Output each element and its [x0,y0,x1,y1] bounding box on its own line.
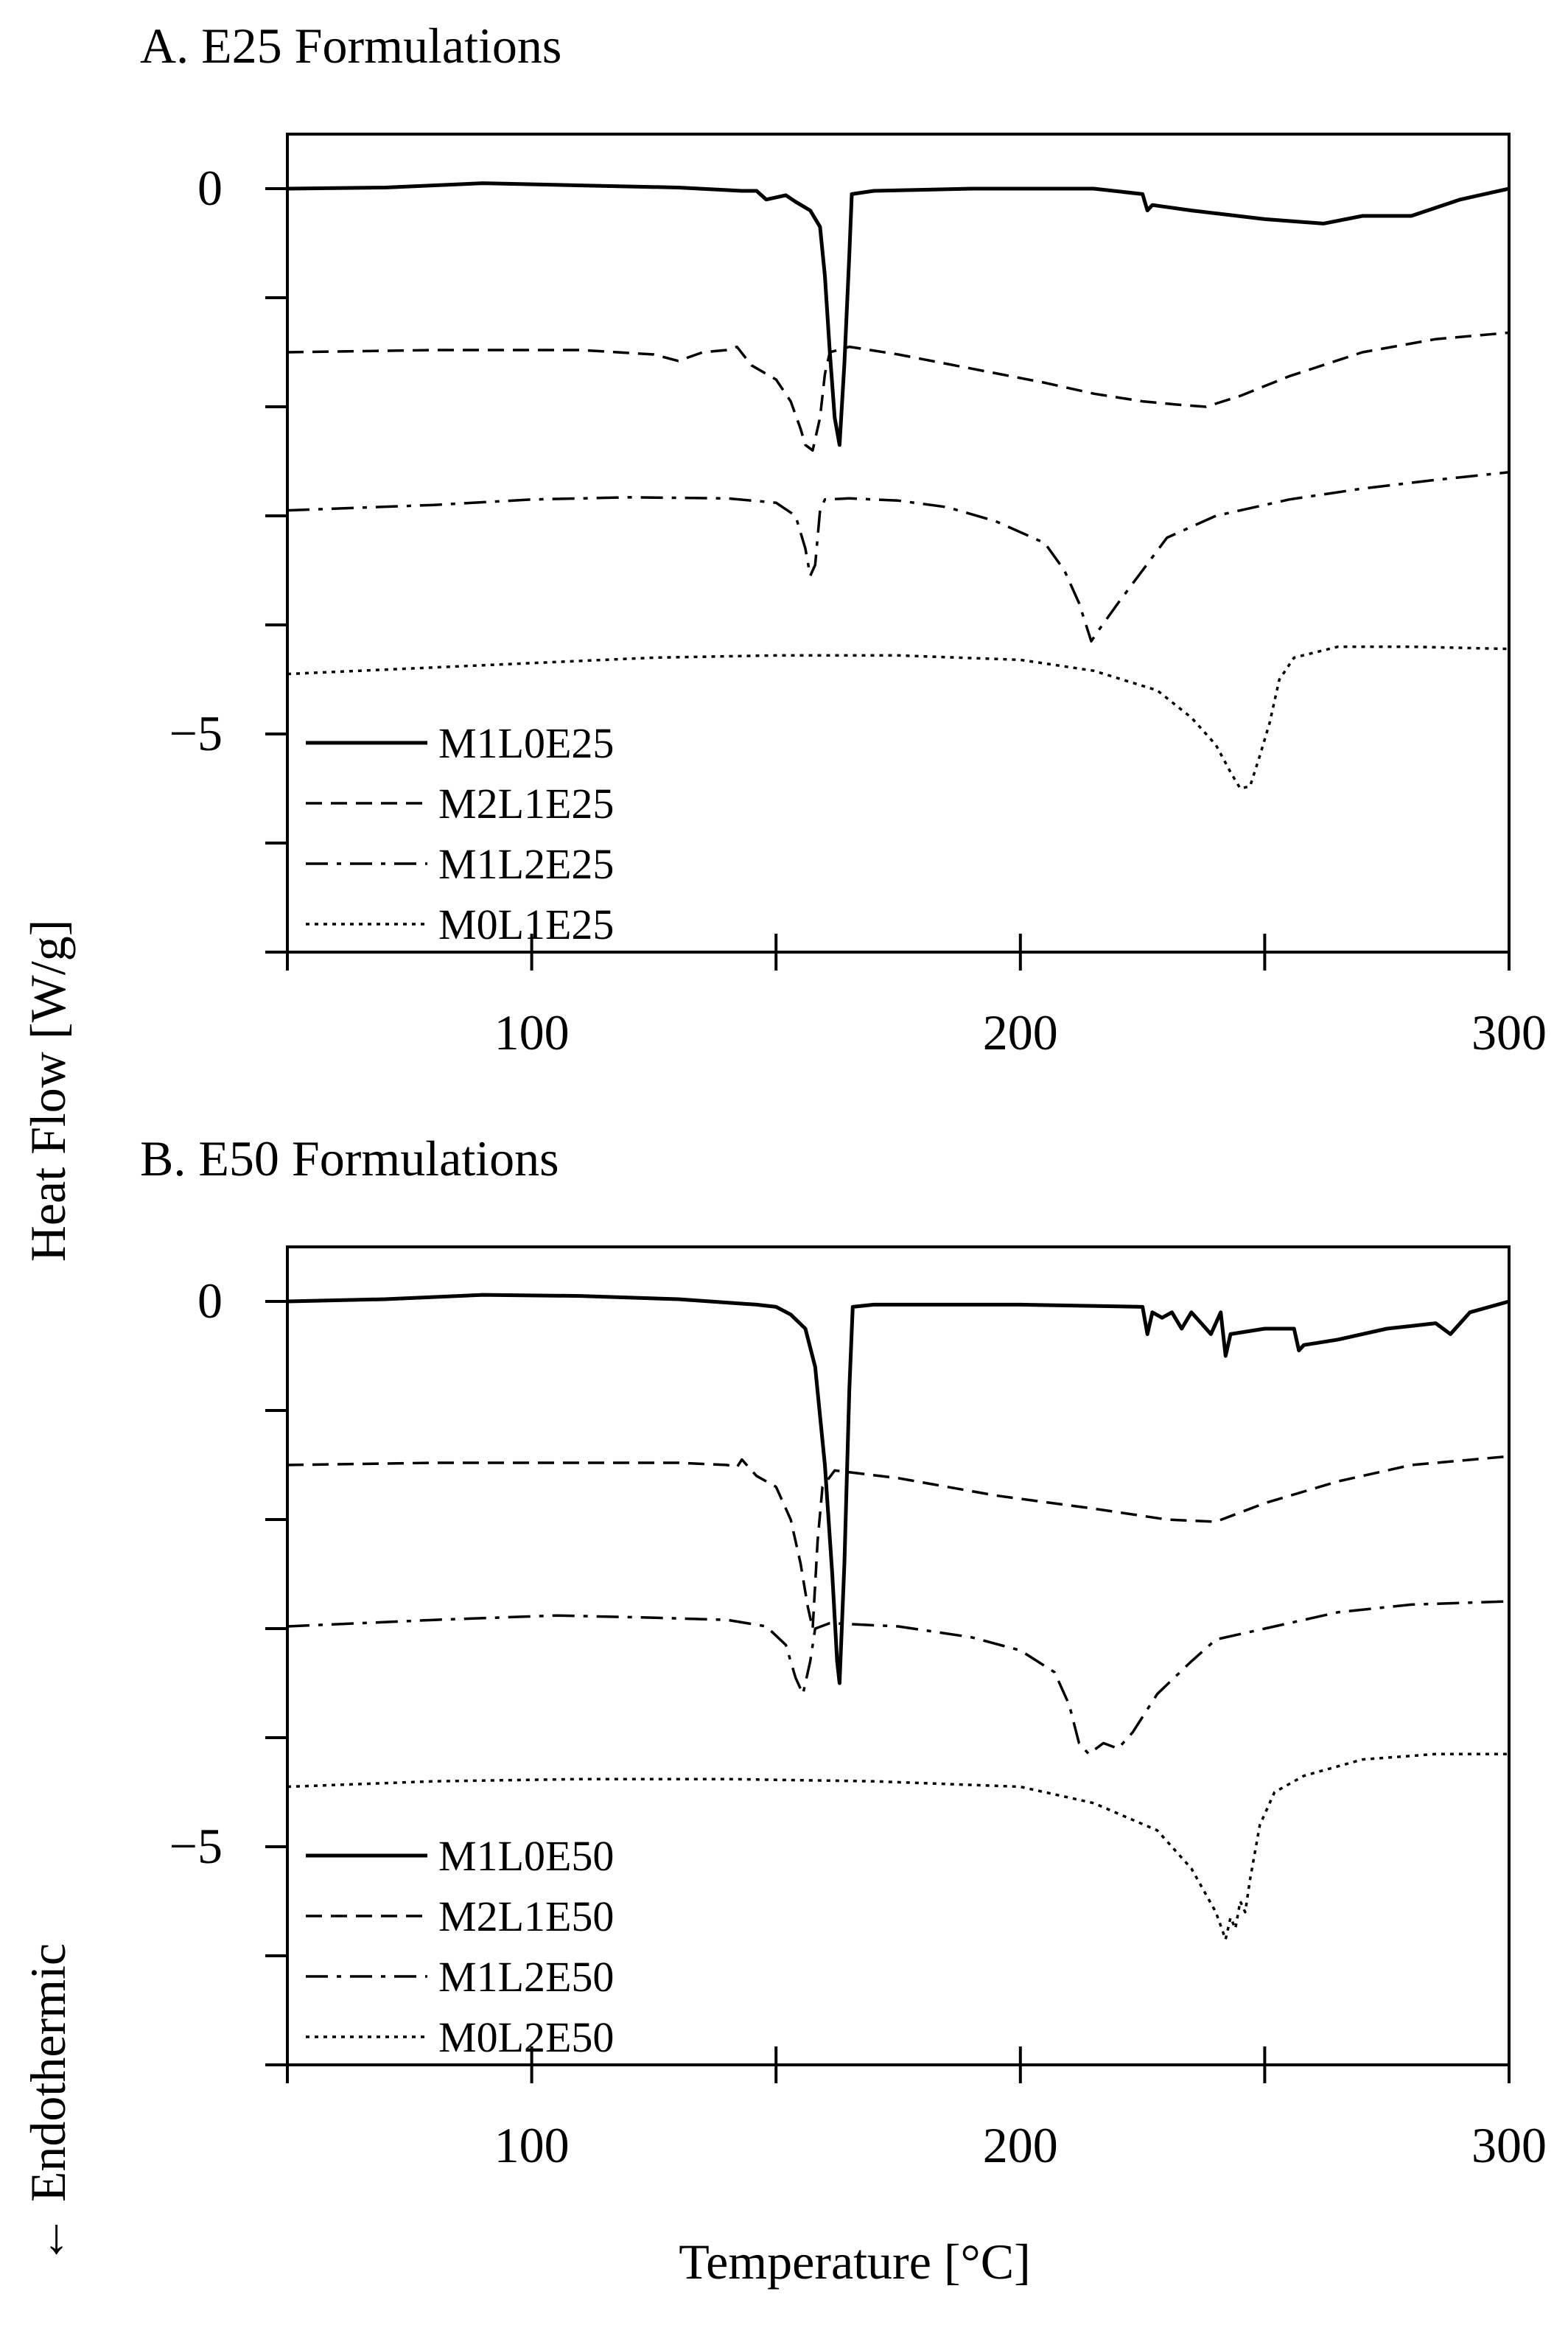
series-line-M0L2E50 [287,1752,1509,1941]
series-line-M2L1E25 [287,331,1510,452]
x-tick-label-200: 200 [983,1004,1058,1060]
x-tick-label-300: 300 [1471,2117,1547,2173]
y-tick-label--5: −5 [169,1818,223,1874]
series-line-M1L0E25 [287,181,1510,447]
legend-label-M1L2E25: M1L2E25 [438,840,614,888]
x-tick-label-300: 300 [1471,1004,1547,1060]
panel-b-ticks: 100 200 300 0 −5 [169,1273,1547,2173]
legend-label-M0L2E50: M0L2E50 [438,2013,614,2061]
legend-label-M1L0E25: M1L0E25 [438,719,614,767]
x-tick-label-200: 200 [983,2117,1058,2173]
series-line-M2L1E50 [287,1455,1510,1630]
legend-label-M0L1E25: M0L1E25 [438,901,614,948]
legend-label-M2L1E50: M2L1E50 [438,1892,614,1940]
series-line-M1L2E50 [287,1600,1510,1755]
panel-b: B. E50 Formulations 100 200 300 0 −5 M1L0E50… [140,1130,1547,2173]
panel-b-legend: M1L0E50 M2L1E50 M1L2E50 M0L2E50 [306,1832,614,2061]
x-axis-title: Temperature [°C] [679,2234,1030,2290]
panel-b-plot-frame [286,1245,1511,2066]
x-tick-label-100: 100 [494,1004,570,1060]
series-line-M1L2E25 [287,471,1510,643]
series-line-M0L1E25 [287,645,1510,790]
panel-a-ticks: 100 200 300 0 −5 [169,160,1547,1060]
panel-a-title: A. E25 Formulations [140,18,561,74]
panel-b-title: B. E50 Formulations [140,1130,559,1186]
series-line-M1L0E50 [287,1293,1510,1685]
legend-label-M1L2E50: M1L2E50 [438,1953,614,2001]
panel-a: A. E25 Formulations 100 200 300 0 −5 M1L0E25… [140,18,1547,1060]
legend-label-M2L1E25: M2L1E25 [438,780,614,828]
panel-b-curves [287,1293,1510,1941]
panel-a-plot-frame [286,133,1511,954]
y-axis-title: Heat Flow [W/g] [20,920,76,1262]
panel-a-legend: M1L0E25 M2L1E25 M1L2E25 M0L1E25 [306,719,614,948]
endothermic-note: ← Endothermic [20,1943,76,2265]
x-tick-label-100: 100 [494,2117,570,2173]
y-tick-label-0: 0 [197,1273,223,1329]
panel-a-curves [287,181,1510,790]
y-tick-label--5: −5 [169,705,223,761]
legend-label-M1L0E50: M1L0E50 [438,1832,614,1880]
y-tick-label-0: 0 [197,160,223,216]
